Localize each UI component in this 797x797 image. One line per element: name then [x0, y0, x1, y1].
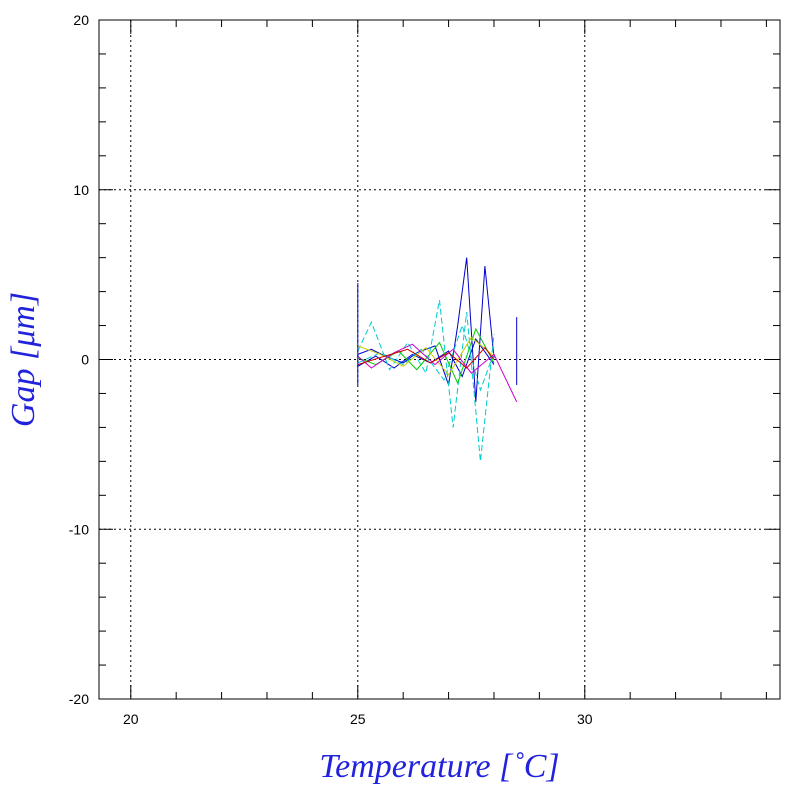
tick-labels: 20 25 30 20 10 0 -10 -20	[69, 12, 593, 727]
y-tick-label: 20	[73, 12, 89, 28]
y-tick-label: -20	[69, 691, 89, 707]
y-axis-title: Gap [μm]	[5, 292, 42, 427]
series-line-6	[357, 343, 518, 403]
series-line-0	[357, 257, 495, 402]
series-line-2	[357, 300, 495, 462]
x-tick-label: 20	[123, 711, 139, 727]
y-tick-label: 0	[81, 352, 89, 368]
x-tick-label: 25	[350, 711, 366, 727]
series-line-5	[357, 336, 495, 376]
data-series-group	[357, 257, 518, 462]
series-line-7	[357, 346, 495, 369]
y-tick-label: 10	[73, 182, 89, 198]
series-line-3	[357, 323, 495, 392]
x-axis-title: Temperature [˚C]	[319, 748, 559, 785]
y-tick-label: -10	[69, 521, 89, 537]
axis-ticks	[99, 19, 780, 700]
x-tick-label: 30	[577, 711, 593, 727]
